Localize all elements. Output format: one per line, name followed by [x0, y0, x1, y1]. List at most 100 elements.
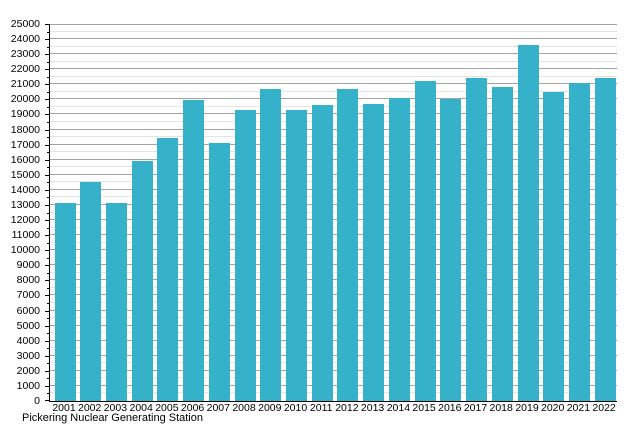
y-major-tick — [45, 370, 49, 372]
x-tick-label: 2022 — [592, 402, 616, 414]
y-tick-label: 15000 — [10, 168, 40, 181]
y-tick-label: 16000 — [10, 153, 40, 166]
y-tick-label: 2000 — [16, 364, 40, 377]
y-tick-label: 7000 — [16, 289, 40, 302]
bar-2003 — [105, 202, 127, 401]
minor-gridline — [50, 226, 617, 228]
y-major-tick — [45, 385, 49, 387]
y-major-tick — [45, 220, 49, 222]
y-minor-tick — [47, 302, 49, 304]
bar-2005 — [157, 137, 179, 401]
major-gridline — [50, 173, 617, 175]
bar-2009 — [260, 88, 282, 401]
y-tick-label: 4000 — [16, 334, 40, 347]
chart-caption: Pickering Nuclear Generating Station — [22, 412, 203, 424]
y-minor-tick — [47, 197, 49, 199]
y-major-tick — [45, 355, 49, 357]
y-tick-label: 10000 — [10, 244, 40, 257]
bar-2007 — [208, 143, 230, 401]
x-tick-label: 2018 — [489, 402, 513, 414]
y-major-tick — [45, 204, 49, 206]
major-gridline — [50, 38, 617, 40]
y-tick-label: 24000 — [10, 33, 40, 46]
bar-2014 — [388, 97, 410, 401]
bar-2019 — [517, 45, 539, 401]
y-tick-label: 22000 — [10, 63, 40, 76]
y-minor-tick — [47, 333, 49, 335]
y-major-tick — [45, 84, 49, 86]
y-major-tick — [45, 129, 49, 131]
y-major-tick — [45, 280, 49, 282]
y-major-tick — [45, 99, 49, 101]
major-gridline — [50, 369, 617, 371]
y-major-tick — [45, 400, 49, 401]
minor-gridline — [50, 392, 617, 394]
bar-2011 — [311, 105, 333, 401]
major-gridline — [50, 294, 617, 296]
x-tick-label: 2014 — [386, 402, 411, 414]
bar-2002 — [80, 181, 102, 401]
bar-2001 — [54, 202, 76, 401]
minor-gridline — [50, 45, 617, 47]
x-tick-label: 2007 — [206, 402, 230, 414]
y-major-tick — [45, 189, 49, 191]
major-gridline — [50, 279, 617, 281]
y-axis-labels: 0 1000 2000 3000 4000 5000 6000 7000 8000 9000 100… — [0, 18, 40, 407]
x-tick-label: 2004 — [129, 402, 153, 414]
y-major-tick — [45, 250, 49, 252]
minor-gridline — [50, 211, 617, 213]
y-tick-label: 6000 — [16, 304, 40, 317]
major-gridline — [50, 384, 617, 386]
minor-gridline — [50, 286, 617, 288]
y-tick-label: 12000 — [10, 214, 40, 227]
x-tick-label: 2015 — [412, 402, 436, 414]
y-minor-tick — [47, 318, 49, 320]
x-tick-label: 2013 — [360, 402, 385, 414]
y-major-tick — [45, 295, 49, 297]
major-gridline — [50, 68, 617, 70]
x-tick-label: 2005 — [155, 402, 179, 414]
minor-gridline — [50, 30, 617, 32]
y-tick-label: 9000 — [16, 259, 40, 272]
y-tick-label: 1000 — [16, 379, 40, 392]
major-gridline — [50, 53, 617, 55]
major-gridline — [50, 219, 617, 221]
y-minor-tick — [47, 363, 49, 365]
y-minor-tick — [47, 167, 49, 169]
y-tick-label: 3000 — [16, 349, 40, 362]
bar-2012 — [337, 88, 359, 401]
x-tick-label: 2003 — [103, 402, 128, 414]
minor-gridline — [50, 332, 617, 334]
major-gridline — [50, 324, 617, 326]
major-gridline — [50, 354, 617, 356]
major-gridline — [50, 203, 617, 205]
y-tick-label: 23000 — [10, 48, 40, 61]
bar-2016 — [440, 99, 462, 401]
y-tick-label: 20000 — [10, 93, 40, 106]
y-tick-label: 18000 — [10, 123, 40, 136]
y-minor-tick — [47, 137, 49, 139]
y-minor-tick — [47, 152, 49, 154]
minor-gridline — [50, 136, 617, 138]
y-tick-label: 5000 — [16, 319, 40, 332]
y-major-tick — [45, 144, 49, 146]
y-tick-label: 25000 — [10, 18, 40, 30]
y-major-tick — [45, 310, 49, 312]
y-tick-label: 13000 — [10, 198, 40, 211]
x-tick-label: 2010 — [283, 402, 308, 414]
minor-gridline — [50, 256, 617, 258]
x-tick-label: 2021 — [566, 402, 591, 414]
x-tick-label: 2008 — [232, 402, 256, 414]
y-minor-tick — [47, 257, 49, 259]
y-minor-tick — [47, 348, 49, 350]
y-major-tick — [45, 235, 49, 237]
major-gridline — [50, 234, 617, 236]
minor-gridline — [50, 196, 617, 198]
x-tick-label: 2019 — [515, 402, 539, 414]
minor-gridline — [50, 105, 617, 107]
minor-gridline — [50, 75, 617, 77]
bar-2022 — [594, 78, 616, 401]
y-tick-label: 19000 — [10, 108, 40, 121]
y-minor-tick — [47, 393, 49, 395]
